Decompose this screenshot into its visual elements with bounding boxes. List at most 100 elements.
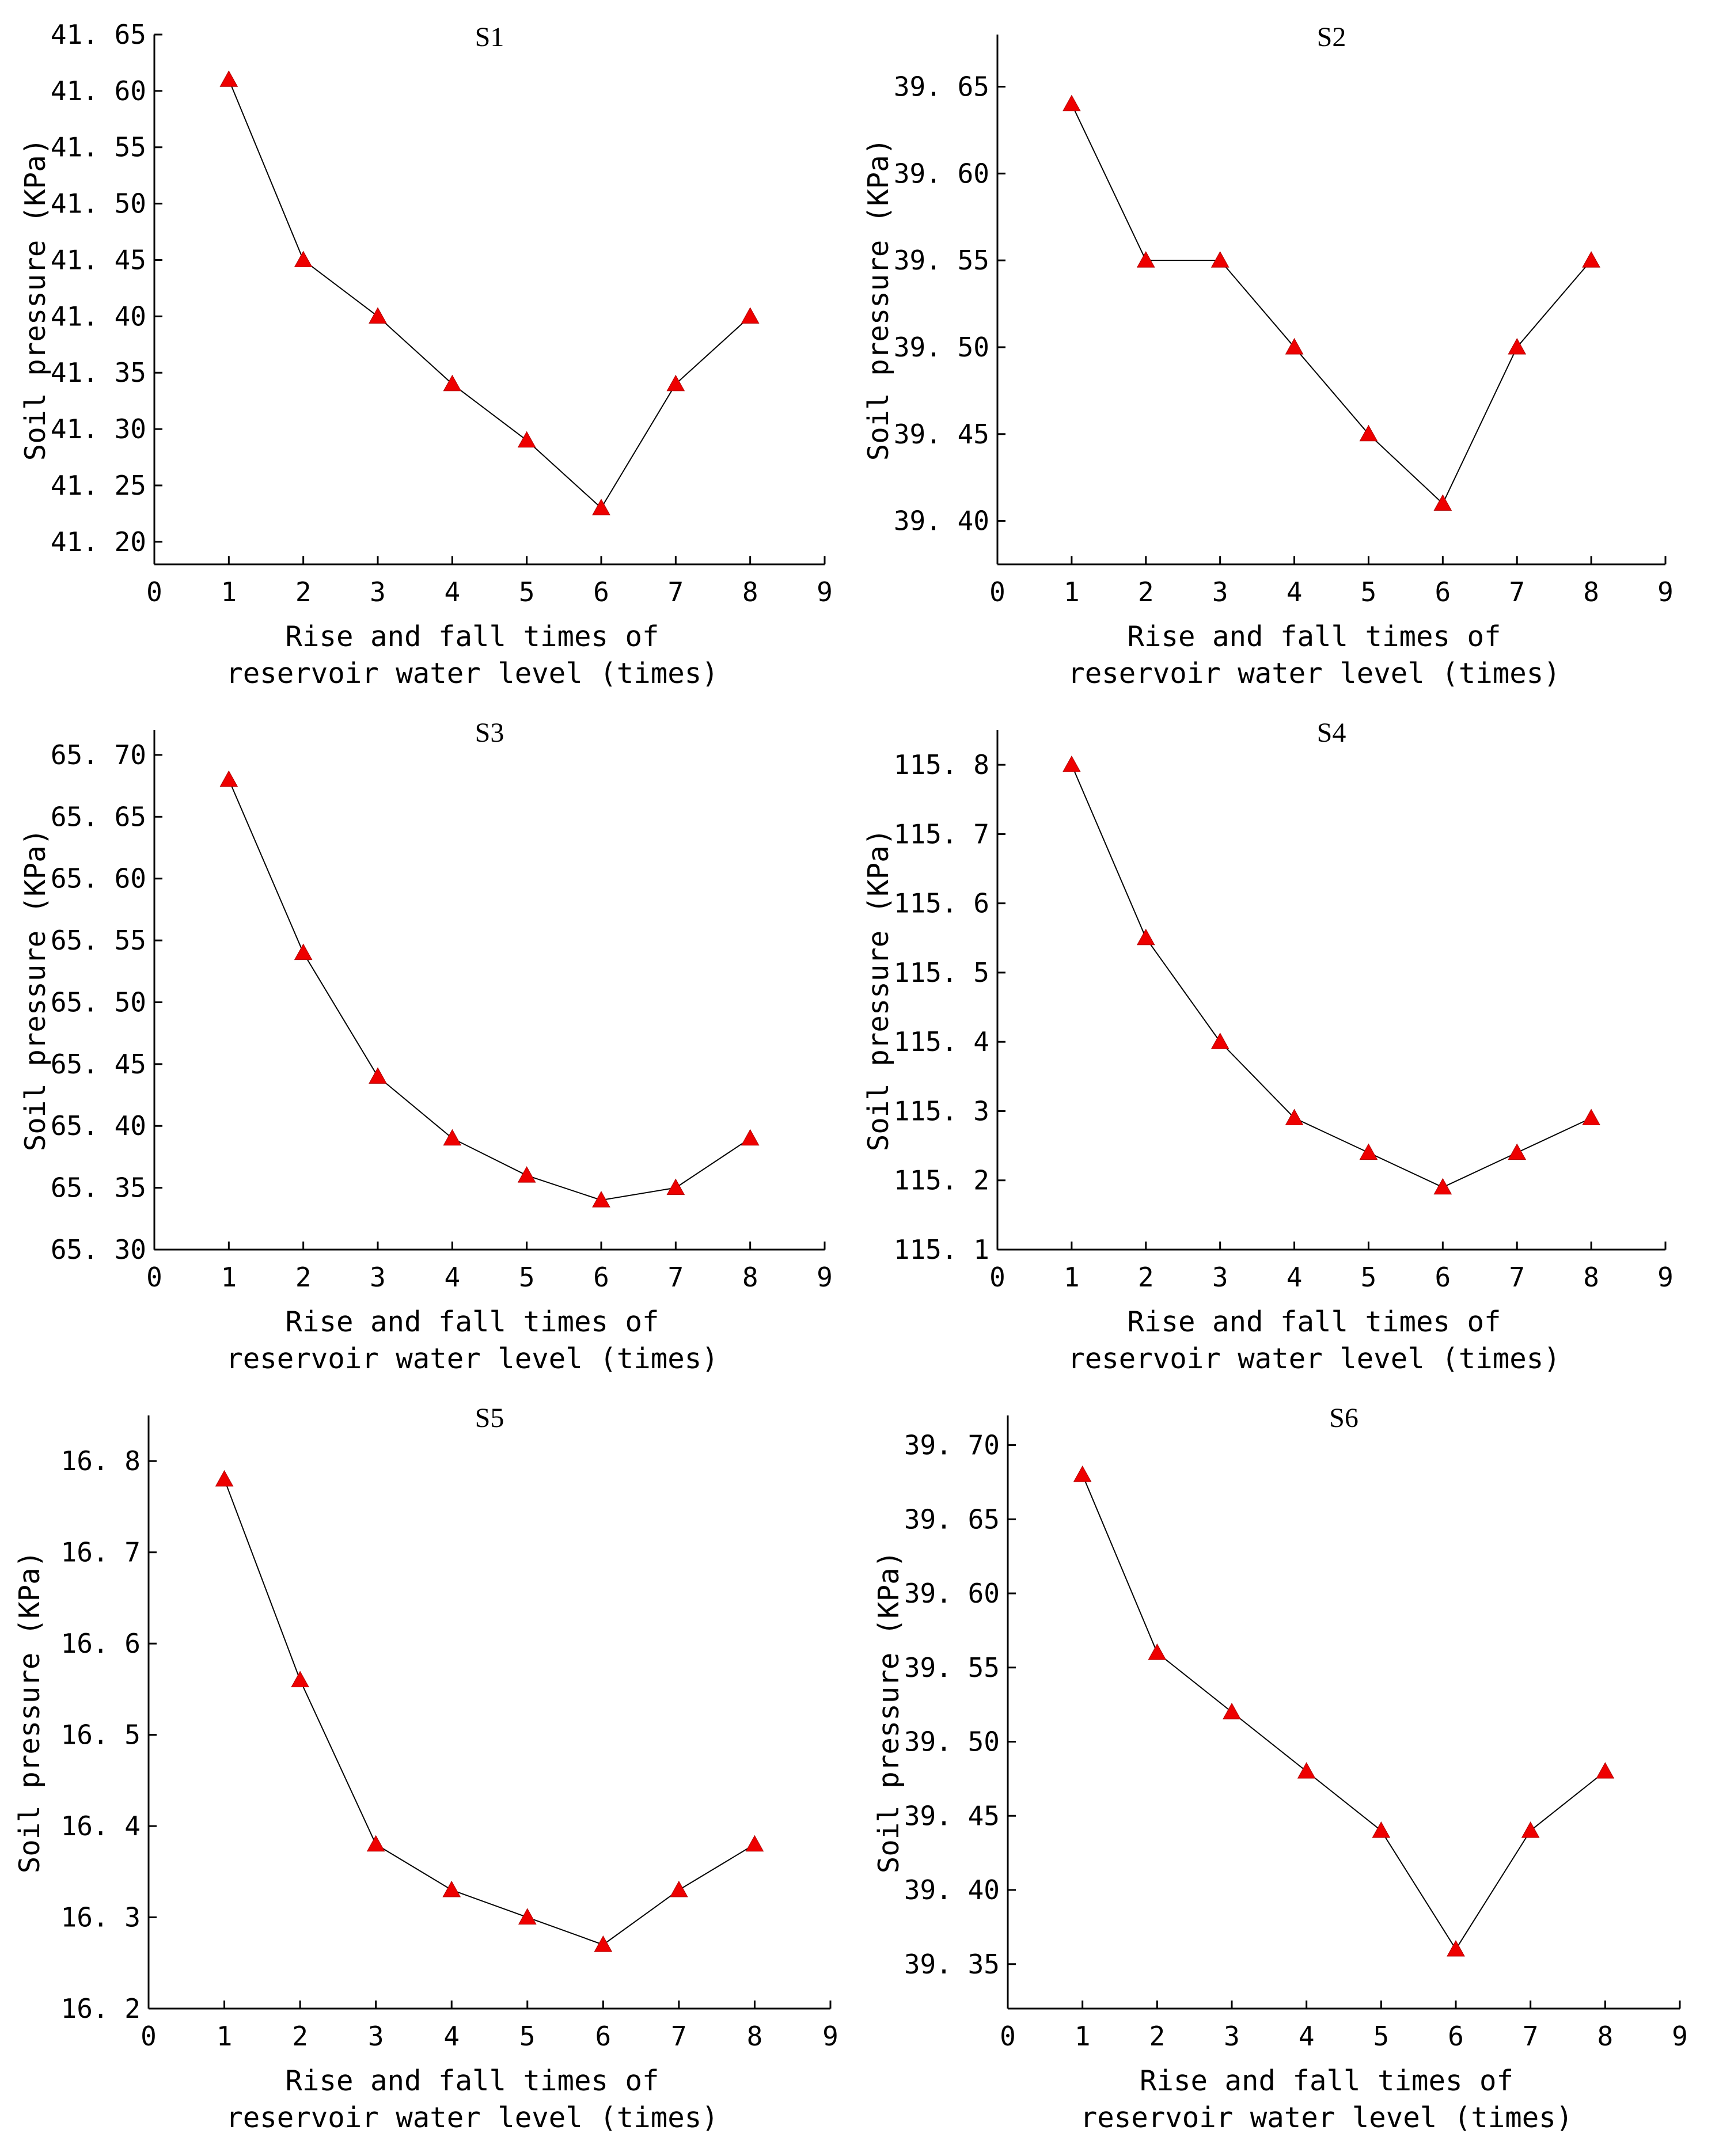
data-point-marker: [1285, 337, 1304, 355]
x-tick-label: 6: [593, 576, 609, 608]
data-point-marker: [369, 1067, 387, 1084]
y-tick-label: 65. 50: [51, 986, 146, 1018]
x-tick-label: 5: [519, 2021, 536, 2052]
x-tick-label: 4: [444, 1262, 460, 1293]
x-tick-label: 2: [292, 2021, 308, 2052]
x-tick-label: 5: [519, 1262, 535, 1293]
data-point-marker: [1359, 1143, 1378, 1160]
y-tick-label: 16. 7: [61, 1537, 141, 1568]
x-tick-label: 6: [1435, 1262, 1451, 1293]
x-tick-label: 2: [1149, 2021, 1165, 2052]
x-axis-label-line: Rise and fall times of: [1127, 1305, 1501, 1338]
x-tick-label: 3: [1212, 576, 1228, 608]
x-tick-label: 5: [1373, 2021, 1389, 2052]
data-point-marker: [442, 1880, 461, 1897]
y-tick-label: 16. 5: [61, 1720, 141, 1751]
data-point-marker: [1359, 424, 1378, 442]
x-tick-label: 3: [368, 2021, 384, 2052]
data-point-marker: [1062, 94, 1081, 112]
chart-title: S6: [1329, 1403, 1358, 1433]
series-line: [1071, 764, 1592, 1188]
y-tick-label: 115. 2: [894, 1165, 989, 1196]
data-point-marker: [294, 943, 313, 961]
x-tick-label: 0: [989, 1262, 1005, 1293]
y-tick-label: 16. 2: [61, 1993, 141, 2024]
y-tick-label: 65. 35: [51, 1172, 146, 1204]
x-axis-label-line: Rise and fall times of: [285, 2064, 659, 2097]
data-point-marker: [517, 431, 536, 448]
x-axis-label-line: reservoir water level (times): [226, 1342, 719, 1375]
data-point-marker: [1210, 1033, 1230, 1049]
x-tick-label: 2: [1138, 576, 1154, 608]
x-tick-label: 0: [141, 2021, 157, 2052]
x-tick-label: 9: [822, 2021, 838, 2052]
x-tick-label: 9: [1657, 576, 1674, 608]
data-point-marker: [1508, 1143, 1527, 1160]
data-point-marker: [745, 1835, 764, 1852]
x-axis-label-line: Rise and fall times of: [285, 1305, 659, 1338]
y-tick-label: 115. 6: [894, 888, 989, 919]
chart-panel-s5: S5 0 1 2 3 4 5 6 7 8 9 16. 2 16. 3 16. 4 16. 5 16. 6 16.…: [13, 1403, 838, 2134]
x-tick-label: 7: [1509, 1262, 1525, 1293]
data-point-marker: [443, 374, 462, 392]
data-point-marker: [1521, 1821, 1540, 1838]
y-tick-label: 41. 20: [51, 526, 146, 557]
data-point-marker: [741, 307, 760, 324]
y-tick-label: 65. 30: [51, 1234, 146, 1265]
y-tick-label: 115. 1: [894, 1234, 989, 1265]
data-point-marker: [666, 374, 685, 392]
series-line: [228, 79, 751, 509]
y-tick-label: 41. 45: [51, 244, 146, 275]
x-tick-label: 7: [1509, 576, 1525, 608]
chart-title: S5: [475, 1403, 504, 1433]
chart-title: S3: [475, 718, 504, 748]
x-axis-label-line: Rise and fall times of: [1140, 2064, 1513, 2097]
x-axis-label-line: reservoir water level (times): [1068, 657, 1561, 690]
data-point-marker: [215, 1470, 234, 1487]
y-tick-label: 65. 45: [51, 1049, 146, 1080]
data-point-marker: [219, 70, 238, 87]
data-point-marker: [366, 1835, 385, 1852]
x-tick-label: 4: [1287, 576, 1303, 608]
x-tick-label: 9: [1657, 1262, 1674, 1293]
y-tick-label: 65. 70: [51, 739, 146, 770]
x-tick-label: 7: [1523, 2021, 1539, 2052]
x-tick-label: 1: [217, 2021, 233, 2052]
y-axis-label: Soil pressure (KPa): [862, 138, 895, 461]
x-tick-label: 7: [667, 1262, 684, 1293]
chart-panel-s6: S6 0 1 2 3 4 5 6 7 8 9 39. 35 39. 40 39. 45 39. 50 39. …: [872, 1403, 1688, 2134]
data-point-marker: [1285, 1109, 1304, 1125]
x-axis-label-line: reservoir water level (times): [226, 2101, 719, 2134]
x-tick-label: 1: [221, 1262, 237, 1293]
y-tick-label: 41. 50: [51, 188, 146, 219]
data-point-marker: [1433, 1178, 1452, 1195]
y-tick-label: 65. 65: [51, 801, 146, 832]
y-tick-label: 39. 45: [894, 419, 989, 450]
y-tick-label: 41. 30: [51, 413, 146, 445]
y-tick-label: 39. 50: [894, 332, 989, 363]
x-tick-label: 3: [1212, 1262, 1228, 1293]
x-tick-label: 5: [519, 576, 535, 608]
y-axis-label: Soil pressure (KPa): [19, 829, 52, 1152]
x-tick-label: 6: [1435, 576, 1451, 608]
data-point-marker: [1297, 1762, 1316, 1779]
y-tick-label: 115. 8: [894, 749, 989, 780]
y-tick-label: 115. 7: [894, 818, 989, 849]
y-axis-label: Soil pressure (KPa): [13, 1551, 46, 1874]
data-point-marker: [443, 1129, 462, 1146]
data-point-marker: [1136, 251, 1155, 268]
y-tick-label: 39. 40: [904, 1874, 1000, 1906]
x-tick-label: 2: [295, 576, 312, 608]
x-tick-label: 9: [817, 1262, 833, 1293]
x-tick-label: 2: [295, 1262, 312, 1293]
data-point-marker: [1582, 1109, 1600, 1125]
x-tick-label: 9: [1672, 2021, 1688, 2052]
x-tick-label: 8: [1583, 1262, 1599, 1293]
y-tick-label: 115. 5: [894, 957, 989, 988]
x-tick-label: 8: [742, 1262, 758, 1293]
data-point-marker: [592, 499, 610, 515]
data-point-marker: [1136, 928, 1155, 946]
data-point-marker: [592, 1191, 610, 1208]
y-tick-label: 41. 60: [51, 75, 146, 107]
y-tick-label: 39. 40: [894, 506, 989, 537]
